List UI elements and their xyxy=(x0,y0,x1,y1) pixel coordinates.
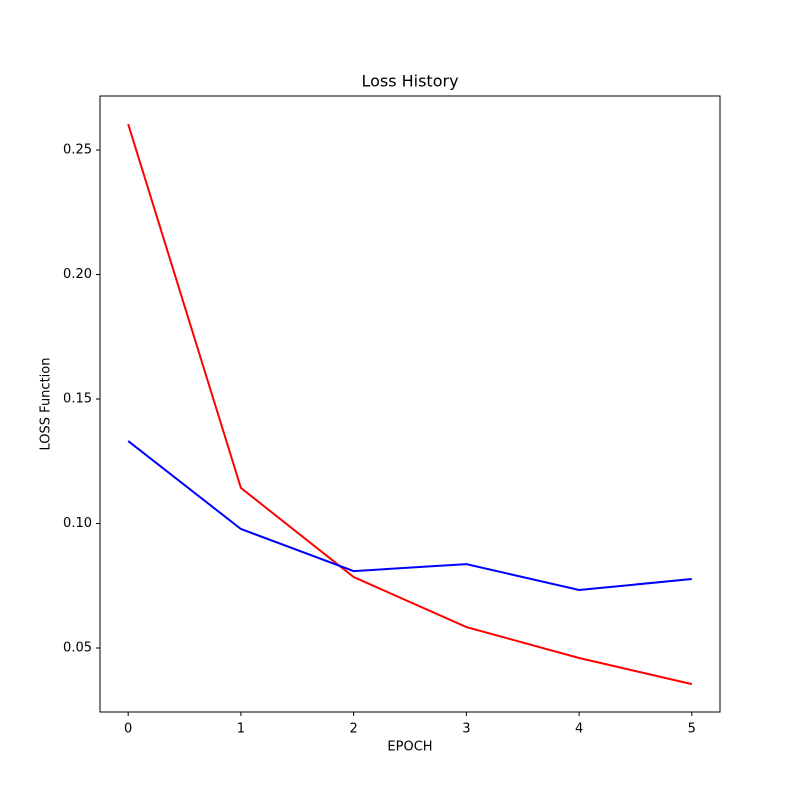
plot-frame xyxy=(99,95,721,713)
y-axis-label: LOSS Function xyxy=(39,358,54,451)
y-tick-label: 0.15 xyxy=(63,392,92,407)
x-tick-label: 0 xyxy=(124,722,132,737)
x-tick-label: 4 xyxy=(575,722,583,737)
x-tick-label: 5 xyxy=(688,722,696,737)
y-tick-label: 0.10 xyxy=(63,516,92,531)
x-tick-label: 1 xyxy=(237,722,245,737)
y-tick-label: 0.25 xyxy=(63,143,92,158)
y-tick-label: 0.20 xyxy=(63,267,92,282)
line-series xyxy=(127,440,692,592)
y-tick-label: 0.05 xyxy=(63,641,92,656)
x-tick-label: 3 xyxy=(462,722,470,737)
x-axis-label: EPOCH xyxy=(387,740,432,755)
line-series xyxy=(127,123,693,686)
chart-title: Loss History xyxy=(361,72,458,91)
x-tick-label: 2 xyxy=(349,722,357,737)
